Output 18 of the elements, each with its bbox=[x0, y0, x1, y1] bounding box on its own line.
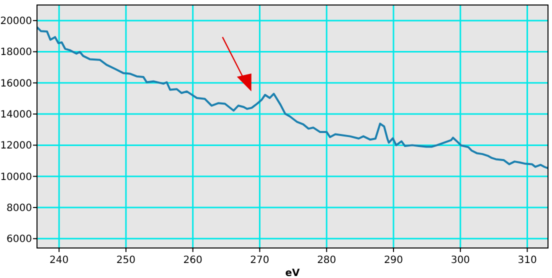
y-tick-label: 18000 bbox=[0, 47, 32, 58]
y-tick-label: 20000 bbox=[0, 16, 32, 28]
x-tick-label: 300 bbox=[450, 255, 470, 266]
line-series bbox=[36, 26, 549, 170]
x-tick-label: 240 bbox=[50, 255, 69, 266]
y-tick-label: 14000 bbox=[0, 110, 32, 121]
y-tick-label: 12000 bbox=[0, 140, 32, 152]
x-tick-label: 270 bbox=[250, 255, 270, 266]
y-tick-label: 8000 bbox=[6, 203, 32, 214]
x-axis-title: eV bbox=[285, 268, 300, 278]
y-tick-label: 16000 bbox=[0, 78, 32, 90]
x-tick-label: 260 bbox=[183, 255, 202, 266]
y-tick-label: 6000 bbox=[6, 234, 32, 246]
x-tick-label: 310 bbox=[518, 255, 537, 266]
x-tick-label: 290 bbox=[384, 255, 404, 266]
x-tick-label: 250 bbox=[116, 255, 136, 266]
y-tick-label: 10000 bbox=[0, 172, 32, 183]
x-tick-label: 280 bbox=[317, 255, 336, 266]
